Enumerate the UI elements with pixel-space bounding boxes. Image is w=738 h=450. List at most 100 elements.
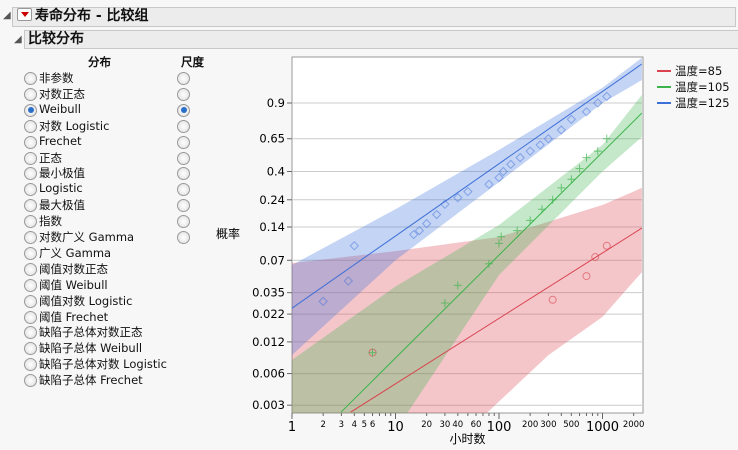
section-title: 比较分布 (28, 31, 84, 47)
distribution-radio[interactable] (24, 103, 37, 117)
scale-radio[interactable] (177, 135, 190, 149)
distribution-label: 广义 Gamma (39, 245, 112, 260)
data-point (556, 125, 567, 135)
x-tick-label: 10 (387, 420, 404, 435)
distribution-radio[interactable] (24, 151, 37, 165)
distribution-radio[interactable] (24, 72, 37, 85)
distribution-label: 缺陷子总体对数 Logistic (39, 357, 167, 372)
distribution-radio[interactable] (24, 294, 37, 308)
distribution-radio[interactable] (24, 262, 37, 276)
x-tick-label-minor: 4 (352, 420, 357, 430)
data-point (440, 298, 449, 307)
plot-content (291, 57, 643, 414)
distribution-radio[interactable] (24, 278, 37, 292)
distribution-label: 最小极值 (39, 166, 85, 181)
data-point (506, 159, 516, 170)
y-tick-label: 0.012 (252, 335, 285, 349)
scale-radio[interactable] (177, 183, 190, 197)
scale-radio[interactable] (177, 199, 190, 213)
scale-column-header: 尺度 (181, 55, 204, 69)
report-title: 寿命分布 - 比较组 (35, 8, 149, 24)
scale-radio[interactable] (177, 103, 190, 117)
data-point (515, 152, 525, 163)
data-point (513, 226, 522, 235)
distribution-radio[interactable] (24, 135, 37, 149)
legend-swatch (657, 70, 671, 72)
data-point (593, 147, 602, 156)
distribution-label: Weibull (39, 101, 81, 116)
data-point (537, 205, 546, 214)
data-point (525, 146, 535, 156)
distribution-label: Logistic (39, 181, 83, 196)
distribution-label: 指数 (39, 214, 62, 229)
data-point (535, 140, 545, 150)
distribution-label: 阈值对数正态 (39, 261, 108, 276)
data-point (497, 232, 506, 241)
data-point (602, 91, 612, 102)
data-point (548, 195, 557, 204)
scale-radio[interactable] (177, 231, 190, 244)
distribution-radio[interactable] (24, 119, 37, 133)
legend-swatch (657, 102, 671, 104)
data-point (602, 134, 611, 143)
distribution-label: 非参数 (39, 71, 74, 85)
section-header: 比较分布 (24, 30, 738, 49)
y-tick-label: 0.07 (259, 253, 285, 267)
data-point (567, 175, 576, 184)
x-tick-label: 100 (487, 420, 512, 435)
distribution-radio[interactable] (24, 231, 37, 244)
data-point (582, 272, 591, 281)
y-tick-label: 0.24 (259, 193, 285, 207)
distribution-radio[interactable] (24, 342, 37, 356)
scale-radio[interactable] (177, 119, 190, 133)
data-point (368, 348, 377, 357)
distribution-label: 阈值 Frechet (39, 309, 109, 324)
distribution-radio[interactable] (24, 215, 37, 229)
data-point (602, 241, 611, 250)
data-point (484, 259, 493, 268)
data-point (421, 218, 432, 229)
data-point (349, 241, 360, 251)
data-point (593, 98, 603, 108)
data-point (581, 107, 592, 117)
distribution-radio[interactable] (24, 167, 37, 181)
y-axis-label: 概率 (216, 226, 240, 241)
data-point (409, 229, 419, 240)
distribution-radio[interactable] (24, 358, 37, 372)
distribution-radio[interactable] (24, 310, 37, 324)
y-tick-label: 0.022 (252, 307, 285, 321)
x-tick-label: 1000 (586, 420, 619, 435)
distribution-radio[interactable] (24, 326, 37, 340)
scale-radio[interactable] (177, 167, 190, 181)
distribution-radio[interactable] (24, 87, 37, 101)
data-point (318, 296, 328, 307)
red-triangle-menu-icon[interactable] (17, 8, 32, 21)
confidence-band (292, 187, 642, 413)
distribution-radio[interactable] (24, 199, 37, 213)
x-tick-label-minor: 3 (339, 420, 344, 430)
distribution-radio[interactable] (24, 246, 37, 260)
scale-radio[interactable] (177, 151, 190, 165)
collapse-triangle-icon[interactable]: ◢ (3, 10, 11, 21)
scale-radio[interactable] (177, 215, 190, 229)
scale-radio[interactable] (177, 87, 190, 101)
distribution-label: 对数 Logistic (39, 118, 110, 133)
data-point (463, 186, 473, 197)
x-axis-label: 小时数 (449, 431, 485, 446)
distribution-label: 对数正态 (39, 86, 85, 101)
distribution-label: 阈值对数 Logistic (39, 293, 133, 308)
x-tick-label-minor: 500 (563, 420, 579, 430)
data-point (543, 134, 554, 144)
data-point (343, 276, 354, 286)
distribution-radio[interactable] (24, 374, 37, 388)
y-tick-label: 0.006 (252, 367, 285, 381)
x-tick-label-minor: 6 (370, 420, 375, 430)
x-tick-label-minor: 300 (540, 420, 556, 430)
y-tick-label: 0.65 (259, 132, 285, 146)
x-tick-label: 1 (288, 420, 296, 435)
data-point (548, 295, 557, 304)
distribution-radio[interactable] (24, 183, 37, 197)
collapse-triangle-icon[interactable]: ◢ (14, 34, 22, 45)
scale-radio[interactable] (177, 72, 190, 85)
